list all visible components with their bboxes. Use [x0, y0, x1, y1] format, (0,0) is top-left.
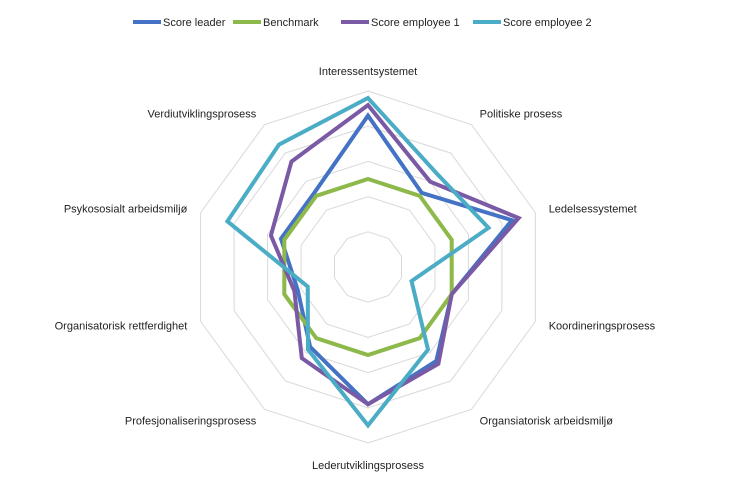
- legend-label-2: Benchmark: [263, 17, 319, 29]
- legend-label-3: Score employee 1: [371, 17, 460, 29]
- grid-ring-2: [300, 196, 436, 338]
- axis-label-8: Organisatorisk rettferdighet: [55, 321, 188, 333]
- axis-label-4: Koordineringsprosess: [549, 321, 656, 333]
- legend-item-1: Score leader: [133, 17, 226, 29]
- series-line-2: [282, 176, 454, 358]
- axis-label-7: Profesjonaliseringsprosess: [125, 416, 257, 428]
- axis-label-10: Verdiutviklingsprosess: [147, 108, 256, 120]
- grid-ring-1: [334, 231, 402, 303]
- axis-label-9: Psykososialt arbeidsmiljø: [64, 203, 188, 215]
- legend-label-1: Score leader: [163, 17, 226, 29]
- legend-item-2: Benchmark: [233, 17, 319, 29]
- grid-ring-3: [267, 160, 469, 374]
- axis-label-6: Lederutviklingsprosess: [312, 460, 424, 472]
- legend-label-4: Score employee 2: [503, 17, 592, 29]
- legend-item-3: Score employee 1: [341, 17, 460, 29]
- series-line-4: [224, 95, 492, 429]
- axis-label-1: Interessentsystemet: [319, 66, 417, 78]
- axis-label-3: Ledelsessystemet: [549, 203, 637, 215]
- radar-grid: [200, 90, 536, 444]
- grid-ring-4: [233, 125, 503, 409]
- grid-ring-5: [200, 90, 536, 444]
- axis-label-5: Organsiatorisk arbeidsmiljø: [480, 416, 614, 428]
- legend: Score leader Benchmark Score employee 1 Sco…: [133, 17, 592, 29]
- axis-labels: Interessentsystemet Politiske prosess Lede…: [55, 66, 656, 472]
- series-layer: [224, 95, 522, 429]
- axis-label-2: Politiske prosess: [480, 108, 563, 120]
- series-line-3: [268, 102, 522, 407]
- legend-item-4: Score employee 2: [473, 17, 592, 29]
